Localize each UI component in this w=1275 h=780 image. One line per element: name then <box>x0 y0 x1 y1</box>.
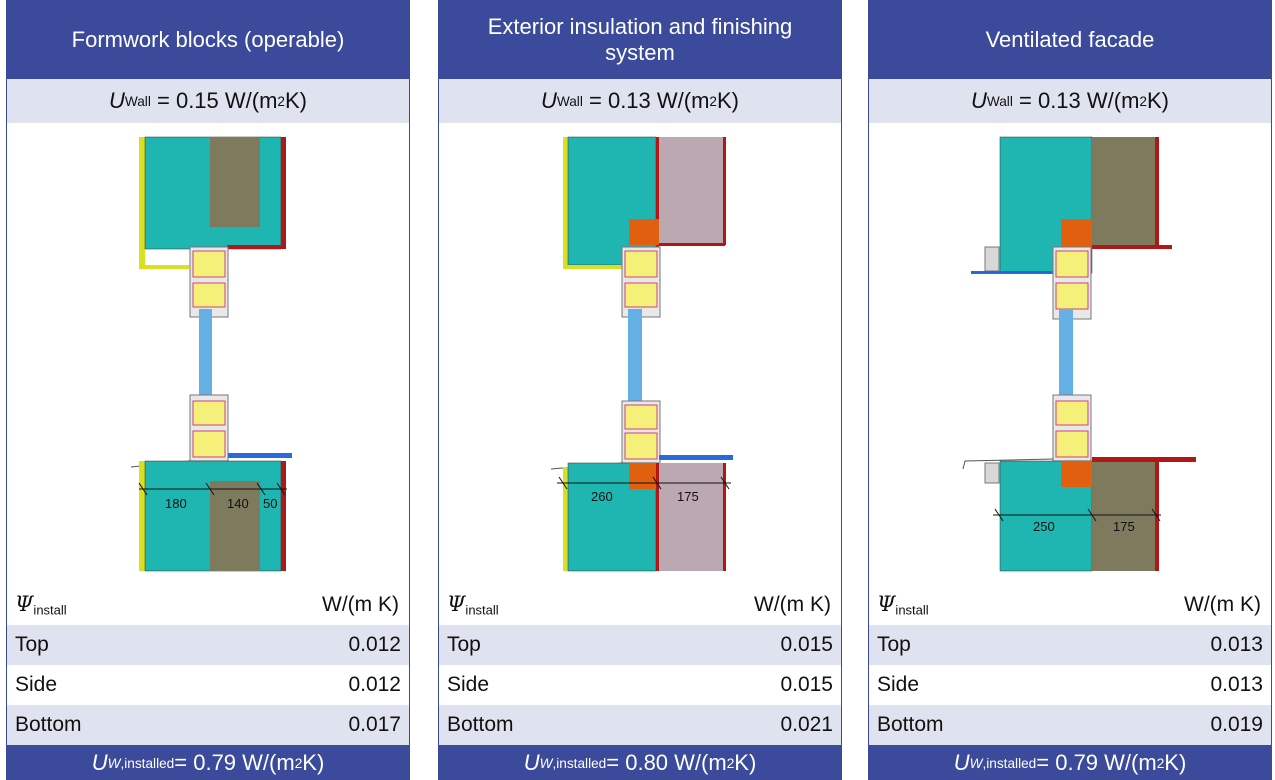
section-drawing: 260 175 <box>550 136 733 572</box>
orange-block-top <box>629 219 659 245</box>
dim-label: 250 <box>1033 519 1055 534</box>
glass-pane <box>199 309 212 399</box>
sill <box>228 453 292 458</box>
orange-block-bottom <box>629 463 659 489</box>
eifs-insulation-bottom <box>659 463 725 571</box>
psi-row-top: Top 0.013 <box>869 625 1271 665</box>
section-drawing: 250 175 <box>962 136 1196 572</box>
psi-row-side: Side 0.013 <box>869 665 1271 705</box>
yellow-plaster-h <box>139 265 189 269</box>
insulation-bottom <box>210 481 260 571</box>
red-finish-top <box>281 137 286 249</box>
dim-label: 50 <box>263 496 277 511</box>
psi-row-top: Top 0.012 <box>7 625 409 665</box>
insulation-top <box>1092 137 1156 245</box>
panel-formwork-blocks: Formwork blocks (operable) U Wall = 0.15 … <box>6 0 410 780</box>
red-finish-top-h <box>227 245 286 249</box>
panel-title: Ventilated facade <box>869 1 1271 79</box>
panel-eifs: Exterior insulation and finishing system… <box>438 0 842 780</box>
panel-ventilated-facade: Ventilated facade U Wall = 0.13 W/(m 2 K) … <box>868 0 1272 780</box>
psi-unit: W/(m K) <box>754 593 831 616</box>
glass-pane <box>628 309 642 403</box>
yellow-plaster <box>139 137 145 269</box>
u-installed-value: U W,installed = 0.79 W/(m 2 K) <box>7 745 409 779</box>
red-finish-bottom <box>281 461 286 571</box>
panel-title: Formwork blocks (operable) <box>7 1 409 79</box>
orange-block-bottom <box>1061 461 1092 487</box>
cladding-stub-bottom <box>984 462 1000 484</box>
blue-flashing <box>971 271 1063 274</box>
yellow-plaster-bottom <box>563 467 568 571</box>
psi-row-side: Side 0.012 <box>7 665 409 705</box>
cladding-stub <box>984 246 1000 272</box>
dim-label: 140 <box>227 496 249 511</box>
psi-row-top: Top 0.015 <box>439 625 841 665</box>
sill <box>659 455 733 460</box>
u-wall-value: U Wall = 0.13 W/(m 2 K) <box>439 79 841 123</box>
section-drawing: 180 140 50 <box>130 136 292 572</box>
orange-block-top <box>1061 219 1092 249</box>
psi-row-bottom: Bottom 0.017 <box>7 705 409 745</box>
dim-label: 175 <box>1113 519 1135 534</box>
psi-unit: W/(m K) <box>1184 593 1261 616</box>
insulation-top <box>210 137 260 227</box>
dim-label: 260 <box>591 489 613 504</box>
psi-row-side: Side 0.015 <box>439 665 841 705</box>
psi-header: Ψinstall W/(m K) <box>447 592 831 618</box>
yellow-plaster-h <box>563 265 623 269</box>
u-installed-value: U W,installed = 0.79 W/(m 2 K) <box>869 745 1271 779</box>
dim-label: 175 <box>677 489 699 504</box>
panel-title: Exterior insulation and finishing system <box>439 1 841 79</box>
yellow-plaster-bottom <box>139 461 145 571</box>
u-wall-value: U Wall = 0.15 W/(m 2 K) <box>7 79 409 123</box>
psi-header: Ψinstall W/(m K) <box>877 592 1261 618</box>
u-wall-value: U Wall = 0.13 W/(m 2 K) <box>869 79 1271 123</box>
dim-label: 180 <box>165 496 187 511</box>
u-installed-value: U W,installed = 0.80 W/(m 2 K) <box>439 745 841 779</box>
psi-row-bottom: Bottom 0.019 <box>869 705 1271 745</box>
psi-row-bottom: Bottom 0.021 <box>439 705 841 745</box>
psi-unit: W/(m K) <box>322 593 399 616</box>
yellow-plaster <box>563 137 568 269</box>
red-cap <box>1092 457 1196 462</box>
glass-pane <box>1059 309 1073 401</box>
psi-header: Ψinstall W/(m K) <box>15 592 399 618</box>
concrete-top <box>567 136 657 266</box>
eifs-insulation-top <box>659 137 725 245</box>
insulation-bottom <box>1092 461 1156 571</box>
